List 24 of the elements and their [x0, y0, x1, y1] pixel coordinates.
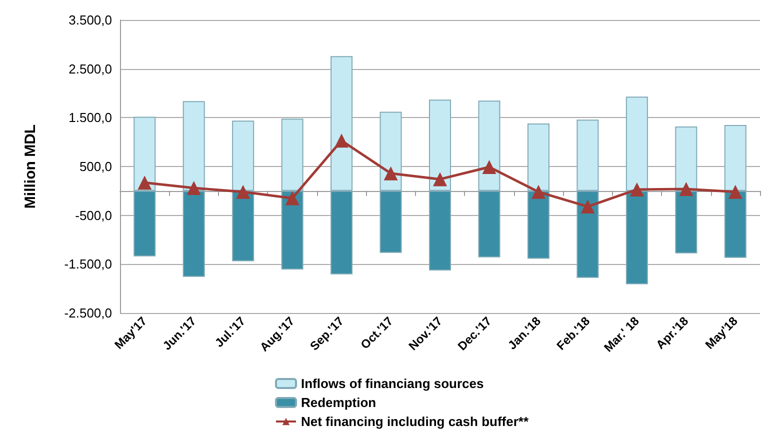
point: [531, 184, 546, 199]
point: [433, 172, 447, 186]
point: [679, 182, 694, 196]
y-tick-label: 2.500,0: [68, 61, 112, 76]
point: [236, 184, 250, 199]
point: [186, 180, 201, 195]
point: [728, 184, 742, 199]
y-tick-label: -1.500,0: [64, 256, 112, 272]
point: [334, 134, 349, 148]
legend-label: Inflows of financiang sources: [301, 376, 484, 391]
y-tick-label: 1.500,0: [68, 110, 112, 126]
y-tick-label: -2.500,0: [64, 306, 112, 320]
legend-label: Net financing including cash buffer**: [301, 414, 530, 429]
point: [285, 191, 300, 206]
point: [580, 200, 595, 214]
legend-label: Redemption: [301, 395, 376, 410]
point: [630, 182, 644, 196]
y-tick-label: -500,0: [75, 208, 112, 223]
point: [384, 166, 398, 180]
y-tick-label: 500,0: [79, 159, 112, 174]
y-tick-label: 3.500,0: [68, 12, 112, 28]
point: [482, 160, 496, 174]
y-axis-title: Million MDL: [22, 124, 39, 209]
point: [138, 176, 152, 190]
